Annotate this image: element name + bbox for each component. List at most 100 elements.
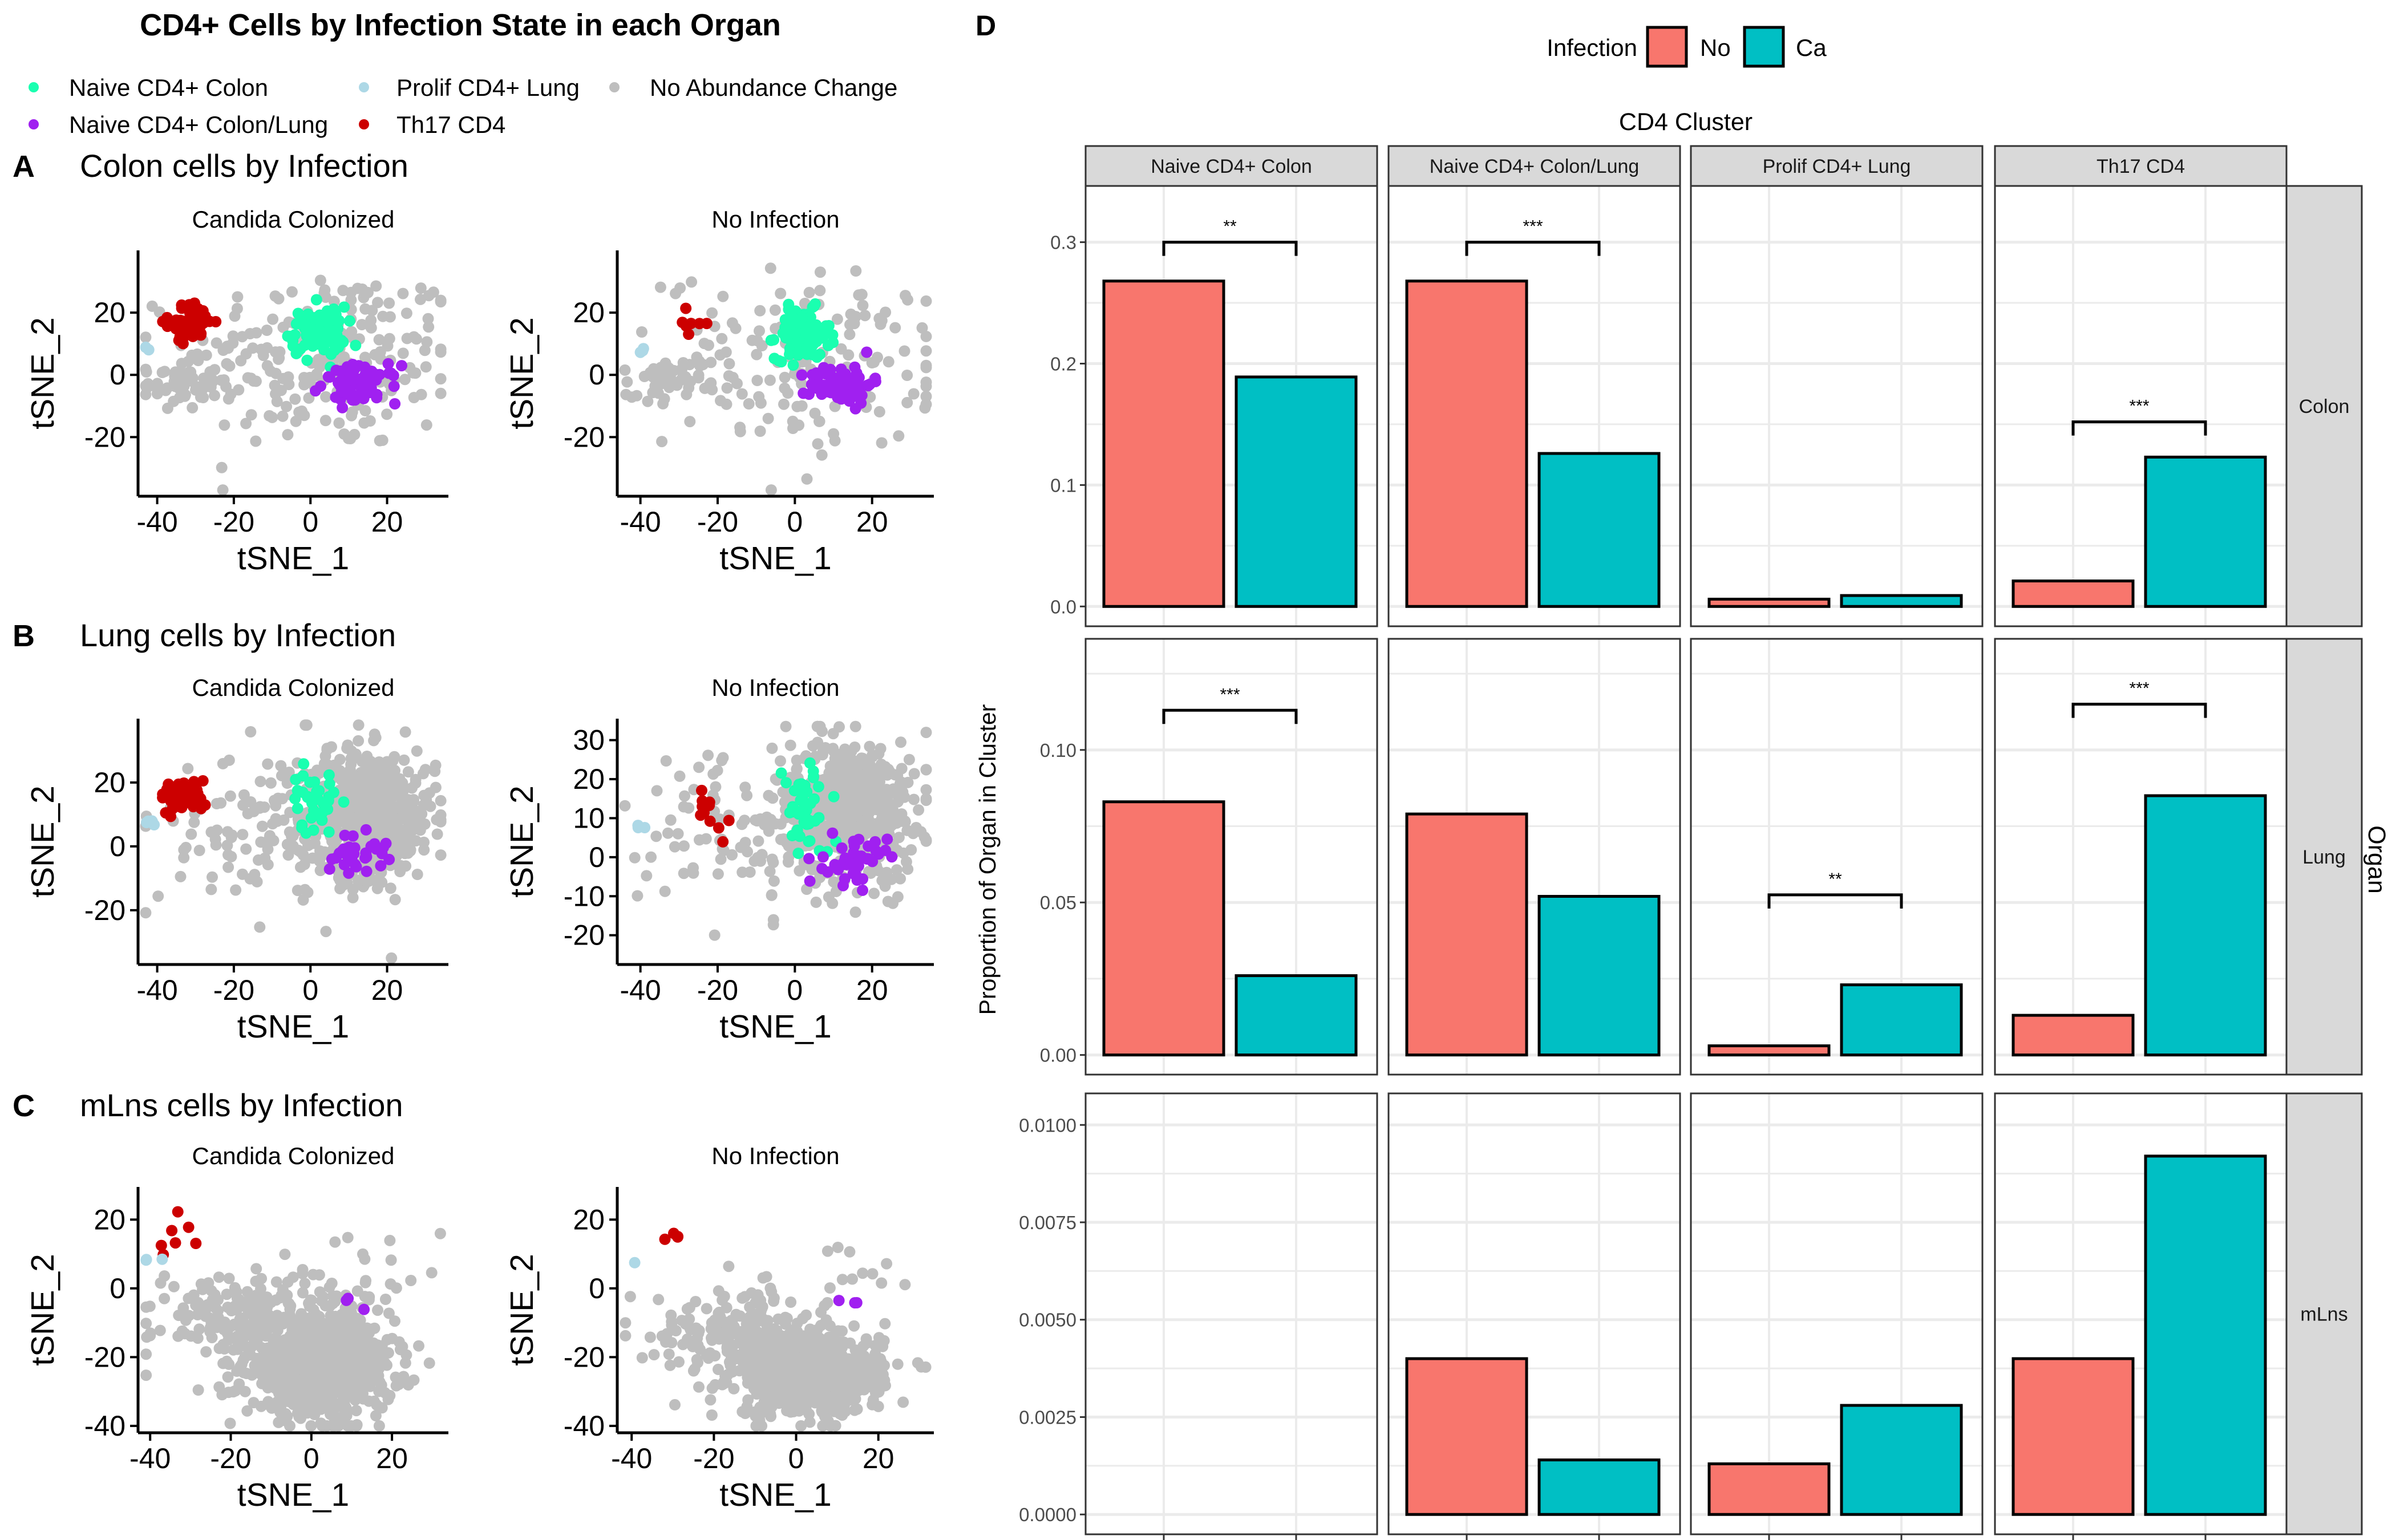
data-point — [215, 797, 227, 809]
legend-dot-prolif-lung — [359, 82, 369, 92]
data-point — [840, 378, 852, 390]
data-point — [739, 837, 751, 849]
data-point — [780, 720, 792, 732]
y-tick-label: -20 — [84, 421, 126, 453]
y-axis-label: tSNE_2 — [25, 1254, 61, 1365]
data-point — [844, 1394, 856, 1406]
row-strip: Lung — [2285, 638, 2363, 1076]
data-point — [317, 798, 329, 810]
data-point — [420, 419, 432, 431]
data-point — [420, 361, 432, 373]
data-point — [385, 1254, 397, 1266]
data-point — [794, 1385, 806, 1397]
data-point — [672, 828, 684, 840]
data-point — [389, 1315, 400, 1327]
data-point — [766, 889, 778, 901]
data-point — [296, 822, 307, 834]
data-point — [766, 742, 778, 754]
bar-no — [2011, 1357, 2135, 1516]
data-point — [778, 398, 790, 410]
data-point — [320, 391, 332, 403]
x-tick-label: -20 — [213, 506, 254, 538]
data-point — [156, 1253, 168, 1265]
data-point — [690, 1296, 702, 1307]
data-point — [408, 1374, 420, 1386]
data-point — [364, 415, 376, 427]
data-point — [796, 378, 808, 390]
data-point — [323, 778, 335, 790]
data-point — [658, 393, 670, 405]
data-point — [326, 1278, 338, 1289]
data-point — [140, 1369, 152, 1381]
y-axis-title: Proportion of Organ in Cluster — [974, 704, 1001, 1015]
data-point — [338, 859, 350, 870]
data-point — [693, 761, 705, 773]
data-point — [303, 839, 315, 851]
infection-legend-title: Infection — [1547, 34, 1637, 61]
data-point — [680, 302, 692, 314]
data-point — [801, 473, 813, 485]
x-tick-label: 0 — [302, 506, 318, 538]
data-point — [702, 749, 714, 761]
data-point — [255, 1400, 267, 1412]
data-point — [187, 789, 199, 801]
strip-label: Th17 CD4 — [2096, 156, 2185, 177]
data-point — [716, 333, 728, 345]
data-point — [349, 752, 361, 764]
data-point — [407, 367, 419, 379]
data-point — [864, 378, 876, 390]
data-point — [638, 371, 650, 382]
section-heading: mLns cells by Infection — [80, 1087, 403, 1123]
data-point — [152, 890, 164, 902]
data-point — [328, 1420, 340, 1432]
data-point — [856, 752, 868, 764]
data-point — [244, 328, 256, 339]
data-point — [816, 749, 828, 761]
data-point — [304, 1383, 316, 1395]
data-point — [881, 1258, 893, 1270]
significance-label: *** — [1523, 217, 1543, 236]
data-point — [807, 765, 819, 777]
data-point — [237, 829, 249, 841]
data-point — [399, 726, 411, 738]
x-tick-label: -40 — [620, 506, 661, 538]
data-point — [739, 1408, 751, 1419]
data-point — [418, 844, 430, 856]
legend-dot-naive-colon-lung — [29, 119, 39, 129]
data-point — [387, 370, 399, 382]
data-point — [192, 303, 204, 315]
data-point — [791, 1318, 803, 1330]
data-point — [378, 810, 390, 822]
data-point — [734, 422, 746, 433]
data-point — [414, 824, 426, 836]
data-point — [140, 1348, 152, 1360]
data-point — [333, 417, 345, 429]
data-point — [896, 808, 908, 820]
x-tick-label: 0 — [787, 974, 803, 1006]
y-tick-label: 20 — [94, 767, 126, 799]
points — [140, 719, 447, 964]
legend-key-no — [1646, 26, 1688, 68]
data-point — [353, 735, 365, 747]
data-point — [338, 1397, 350, 1409]
data-point — [715, 853, 727, 865]
data-point — [882, 895, 894, 907]
data-point — [827, 728, 839, 740]
data-point — [893, 832, 905, 844]
data-point — [313, 1311, 325, 1323]
data-point — [796, 369, 808, 381]
data-point — [824, 1375, 836, 1387]
data-point — [857, 1267, 869, 1279]
data-point — [639, 822, 651, 833]
data-point — [847, 1273, 858, 1285]
data-point — [228, 1386, 239, 1398]
data-point — [159, 1292, 171, 1304]
data-point — [338, 301, 350, 313]
data-point — [833, 810, 845, 822]
data-point — [851, 1297, 863, 1308]
subplot-title: No Infection — [711, 1142, 839, 1169]
data-point — [411, 869, 423, 880]
strip-label: Naive CD4+ Colon/Lung — [1430, 156, 1640, 177]
data-point — [297, 1264, 309, 1275]
y-tick-label: -20 — [84, 894, 126, 926]
